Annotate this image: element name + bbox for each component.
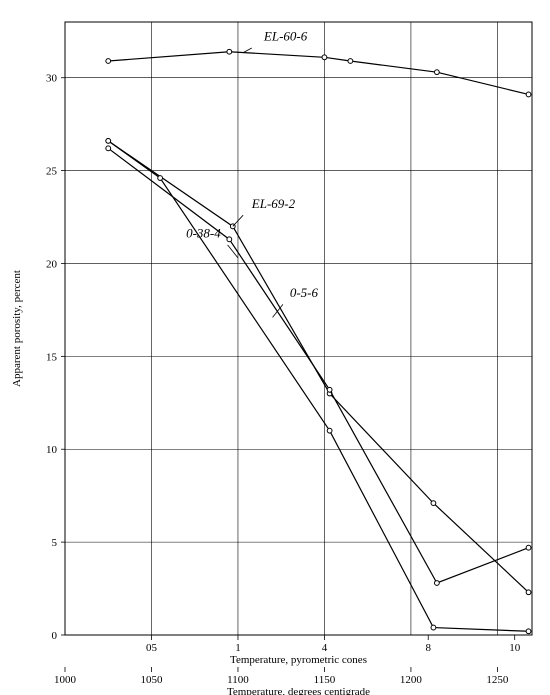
series-marker-0-38-4 <box>434 581 439 586</box>
deg-tick-label: 1200 <box>400 674 423 686</box>
series-label-0-5-6: 0-5-6 <box>290 285 319 300</box>
series-marker-0-38-4 <box>327 387 332 392</box>
series-marker-0-5-6 <box>327 428 332 433</box>
cones-tick-label: 4 <box>322 642 328 654</box>
series-marker-EL-60-6 <box>322 55 327 60</box>
series-marker-0-5-6 <box>158 176 163 181</box>
deg-tick-label: 1000 <box>54 674 77 686</box>
deg-tick-label: 1250 <box>486 674 509 686</box>
series-marker-EL-60-6 <box>526 92 531 97</box>
series-label-EL-60-6: EL-60-6 <box>263 29 308 44</box>
cones-tick-label: 1 <box>235 642 241 654</box>
y-tick-label: 25 <box>46 166 58 178</box>
deg-tick-label: 1150 <box>314 674 336 686</box>
series-marker-EL-60-6 <box>348 59 353 64</box>
cones-tick-label: 8 <box>425 642 431 654</box>
y-tick-label: 5 <box>52 537 58 549</box>
deg-tick-label: 1050 <box>140 674 163 686</box>
series-marker-EL-69-2 <box>526 590 531 595</box>
series-marker-0-38-4 <box>227 237 232 242</box>
cones-axis-title: Temperature, pyrometric cones <box>230 654 367 666</box>
y-tick-label: 0 <box>52 630 58 642</box>
series-label-EL-69-2: EL-69-2 <box>251 196 296 211</box>
series-marker-0-5-6 <box>106 138 111 143</box>
series-marker-0-38-4 <box>526 545 531 550</box>
cones-tick-label: 10 <box>509 642 521 654</box>
series-marker-EL-60-6 <box>227 49 232 54</box>
series-marker-0-5-6 <box>526 629 531 634</box>
y-axis-title: Apparent porosity, percent <box>11 270 23 387</box>
y-tick-label: 20 <box>46 258 58 270</box>
series-marker-EL-60-6 <box>434 70 439 75</box>
series-marker-EL-69-2 <box>431 501 436 506</box>
series-marker-0-5-6 <box>431 625 436 630</box>
series-label-0-38-4: 0-38-4 <box>186 225 221 240</box>
deg-tick-label: 1100 <box>227 674 249 686</box>
deg-axis-title: Temperature, degrees centigrade <box>227 686 370 695</box>
series-marker-EL-60-6 <box>106 59 111 64</box>
porosity-vs-temperature-chart: 051015202530Apparent porosity, percent05… <box>0 0 550 695</box>
series-marker-0-38-4 <box>106 146 111 151</box>
cones-tick-label: 05 <box>146 642 158 654</box>
y-tick-label: 15 <box>46 351 58 363</box>
y-tick-label: 30 <box>46 73 58 85</box>
y-tick-label: 10 <box>46 444 58 456</box>
